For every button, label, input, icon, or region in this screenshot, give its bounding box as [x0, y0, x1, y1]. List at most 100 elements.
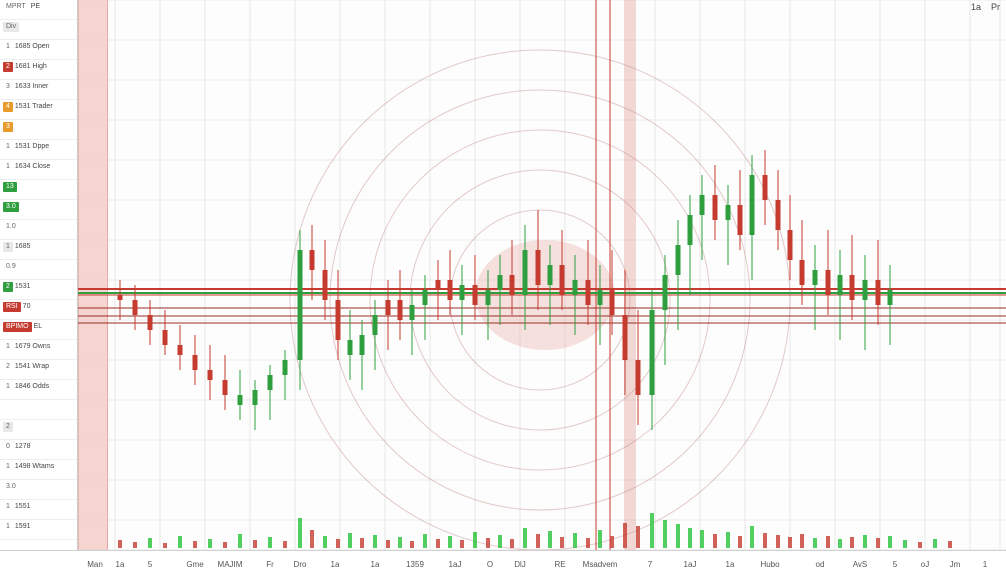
- time-axis-label: Dro: [294, 560, 307, 569]
- watchlist-badge: 1: [3, 242, 13, 252]
- watchlist-badge: 4: [3, 102, 13, 112]
- watchlist-row[interactable]: 21541 Wrap: [0, 360, 77, 380]
- watchlist-badge: 3: [3, 122, 13, 132]
- time-axis-label: Gme: [186, 560, 203, 569]
- watchlist-badge: [3, 405, 9, 407]
- watchlist-badge: 13: [3, 182, 17, 192]
- watchlist-badge: 3.0: [3, 482, 19, 492]
- watchlist-row[interactable]: 0.9: [0, 260, 77, 280]
- watchlist-badge: 1: [3, 502, 13, 512]
- watchlist-row[interactable]: 41531 Trader: [0, 100, 77, 120]
- watchlist-row[interactable]: 21531: [0, 280, 77, 300]
- watchlist-row[interactable]: 13: [0, 180, 77, 200]
- watchlist-badge: 1.0: [3, 222, 19, 232]
- time-axis-label: 5: [893, 560, 897, 569]
- watchlist-label: 1846 Odds: [15, 383, 49, 390]
- watchlist-badge: MPRT: [3, 2, 29, 12]
- watchlist-label: 1531 Dppe: [15, 143, 49, 150]
- watchlist-row[interactable]: 11846 Odds: [0, 380, 77, 400]
- watchlist-label: 1685 Open: [15, 43, 50, 50]
- watchlist-row[interactable]: 2: [0, 420, 77, 440]
- price-chart[interactable]: [78, 0, 1006, 550]
- time-axis-label: DlJ: [514, 560, 526, 569]
- watchlist-label: 1541 Wrap: [15, 363, 49, 370]
- time-axis-label: Jm: [950, 560, 961, 569]
- corner-labels: 1a Pr: [971, 2, 1000, 12]
- watchlist-row[interactable]: RSI70: [0, 300, 77, 320]
- watchlist-label: 1679 Owns: [15, 343, 50, 350]
- watchlist-label: EL: [34, 323, 43, 330]
- watchlist-row[interactable]: 11679 Owns: [0, 340, 77, 360]
- watchlist-badge: 1: [3, 522, 13, 532]
- watchlist-badge: BPIMO: [3, 322, 32, 332]
- watchlist-badge: 3: [3, 82, 13, 92]
- time-axis-label: 1: [983, 560, 987, 569]
- time-axis-label: 7: [648, 560, 652, 569]
- watchlist-label: 1591: [15, 523, 31, 530]
- time-axis-label: 1aJ: [684, 560, 697, 569]
- time-axis-label: 5: [148, 560, 152, 569]
- watchlist-badge: 1: [3, 462, 13, 472]
- time-axis-label: Man: [87, 560, 103, 569]
- watchlist-badge: 2: [3, 422, 13, 432]
- watchlist-row[interactable]: 3: [0, 120, 77, 140]
- time-axis-label: O: [487, 560, 493, 569]
- watchlist-badge: Div: [3, 22, 19, 32]
- watchlist-row[interactable]: 11551: [0, 500, 77, 520]
- watchlist-badge: 3.0: [3, 202, 19, 212]
- watchlist-row[interactable]: MPRTPE: [0, 0, 77, 20]
- watchlist-label: 70: [23, 303, 31, 310]
- watchlist-badge: 1: [3, 142, 13, 152]
- watchlist-label: 1681 High: [15, 63, 47, 70]
- corner-label-b: Pr: [991, 2, 1000, 12]
- watchlist-row[interactable]: 21681 High: [0, 60, 77, 80]
- watchlist-row[interactable]: 11685: [0, 240, 77, 260]
- watchlist-row[interactable]: 1.0: [0, 220, 77, 240]
- watchlist-row[interactable]: [0, 400, 77, 420]
- watchlist-badge: 1: [3, 162, 13, 172]
- watchlist-row[interactable]: 11531 Dppe: [0, 140, 77, 160]
- watchlist-row[interactable]: Div: [0, 20, 77, 40]
- watchlist-row[interactable]: 11591: [0, 520, 77, 540]
- time-axis-label: 1359: [406, 560, 424, 569]
- time-axis-label: 1aJ: [449, 560, 462, 569]
- time-axis-label: RE: [554, 560, 565, 569]
- time-axis-label: 1a: [331, 560, 340, 569]
- watchlist-badge: 1: [3, 42, 13, 52]
- watchlist-label: PE: [31, 3, 40, 10]
- watchlist-label: 1531: [15, 283, 31, 290]
- watchlist-row[interactable]: 3.0: [0, 480, 77, 500]
- watchlist-label: 1278: [15, 443, 31, 450]
- watchlist-badge: 1: [3, 382, 13, 392]
- watchlist-label: 1634 Close: [15, 163, 50, 170]
- corner-label-a: 1a: [971, 2, 981, 12]
- time-axis-label: od: [816, 560, 825, 569]
- watchlist-badge: 2: [3, 62, 13, 72]
- watchlist-badge: RSI: [3, 302, 21, 312]
- watchlist-row[interactable]: 11498 Wtams: [0, 460, 77, 480]
- watchlist-badge: 0.9: [3, 262, 19, 272]
- watchlist-label: 1633 Inner: [15, 83, 48, 90]
- watchlist-row[interactable]: 11634 Close: [0, 160, 77, 180]
- time-axis-label: 1a: [116, 560, 125, 569]
- watchlist-row[interactable]: 31633 Inner: [0, 80, 77, 100]
- watchlist-label: 1531 Trader: [15, 103, 53, 110]
- time-axis-label: oJ: [921, 560, 929, 569]
- watchlist-row[interactable]: BPIMOEL: [0, 320, 77, 340]
- watchlist-label: 1551: [15, 503, 31, 510]
- watchlist-panel: MPRTPEDiv11685 Open21681 High31633 Inner…: [0, 0, 78, 550]
- time-axis-label: Msadvem: [583, 560, 618, 569]
- watchlist-row[interactable]: 11685 Open: [0, 40, 77, 60]
- time-axis-label: 1a: [371, 560, 380, 569]
- watchlist-row[interactable]: 3.0: [0, 200, 77, 220]
- watchlist-badge: 2: [3, 282, 13, 292]
- time-axis: Man 1a 5 Gme MAJIM Fr Dro 1a 1a 1359 1aJ O DlJ RE Msad…: [0, 550, 1006, 575]
- watchlist-badge: 1: [3, 342, 13, 352]
- time-axis-label: MAJIM: [218, 560, 243, 569]
- time-axis-label: Hubo: [760, 560, 779, 569]
- time-axis-label: Fr: [266, 560, 274, 569]
- watchlist-label: 1498 Wtams: [15, 463, 54, 470]
- time-axis-label: 1a: [726, 560, 735, 569]
- watchlist-row[interactable]: 01278: [0, 440, 77, 460]
- chart-canvas[interactable]: [78, 0, 1006, 550]
